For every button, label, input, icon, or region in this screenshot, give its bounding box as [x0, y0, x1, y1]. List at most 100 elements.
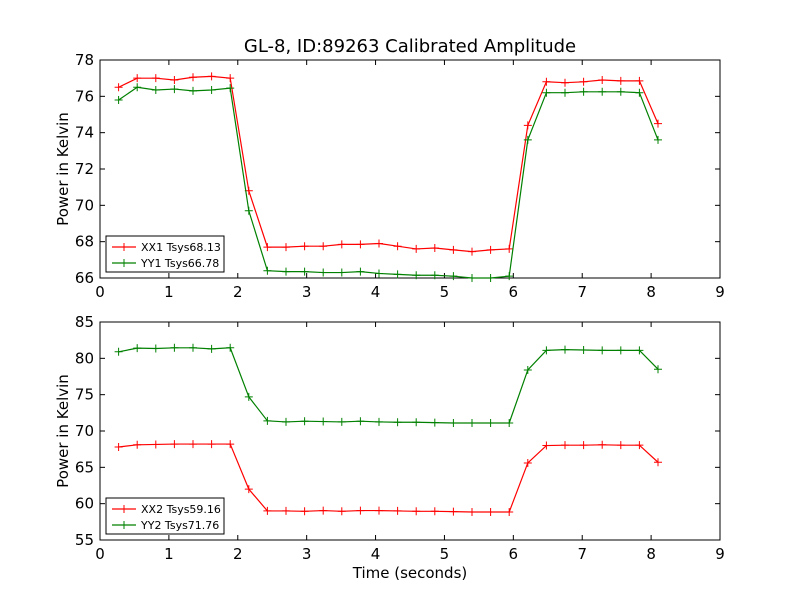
x-tick-label: 7	[577, 545, 587, 563]
series-1-point	[151, 74, 160, 83]
series-1-point	[430, 507, 439, 516]
series-2-point	[468, 419, 476, 428]
series-2-point	[226, 84, 235, 93]
series-1-point	[486, 245, 495, 254]
series-1-point	[207, 440, 216, 449]
series-1-point	[189, 73, 197, 82]
legend-entry-label: YY1 Tsys66.78	[140, 257, 219, 270]
series-1-point	[654, 458, 662, 467]
series-1-point	[561, 441, 569, 450]
series-1-point	[393, 506, 402, 515]
x-tick-label: 5	[440, 545, 450, 563]
series-2-point	[579, 87, 588, 96]
series-2-point	[542, 346, 551, 355]
series-1-point	[542, 77, 551, 86]
series-1-point	[170, 75, 179, 84]
series-1-point	[468, 247, 476, 256]
x-tick-label: 3	[302, 545, 312, 563]
x-tick-label: 8	[646, 283, 656, 301]
series-2-point	[449, 419, 458, 428]
y-tick-label: 75	[75, 386, 94, 404]
series-1-point	[263, 243, 272, 252]
y-tick-label: 74	[75, 124, 94, 142]
series-2-point	[151, 85, 160, 94]
legend-entry-label: XX2 Tsys59.16	[141, 503, 221, 516]
x-tick-label: 5	[440, 283, 450, 301]
y-tick-label: 70	[75, 422, 94, 440]
y-tick-label: 68	[75, 233, 94, 251]
x-tick-label: 9	[715, 545, 725, 563]
series-2-point	[393, 418, 402, 427]
x-tick-label: 9	[715, 283, 725, 301]
x-tick-label: 4	[371, 545, 381, 563]
series-1-point	[505, 508, 514, 517]
series-1-point	[598, 440, 607, 449]
series-2-point	[616, 346, 625, 355]
x-axis-label: Time (seconds)	[352, 564, 468, 582]
legend-entry-label: XX1 Tsys68.13	[141, 241, 221, 254]
series-2-point	[263, 416, 272, 425]
series-2-point	[542, 88, 551, 97]
series-2-point	[337, 417, 346, 426]
y-tick-label: 72	[75, 160, 94, 178]
series-1-point	[561, 78, 569, 87]
series-1-point	[505, 244, 514, 253]
series-2-point	[133, 344, 142, 353]
series-2-point	[114, 347, 123, 356]
x-tick-label: 3	[302, 283, 312, 301]
x-tick-label: 1	[164, 545, 174, 563]
series-2-point	[654, 365, 662, 374]
series-2-point	[505, 419, 514, 428]
series-2-point	[523, 135, 532, 144]
series-2-point	[523, 365, 532, 374]
series-1-point	[486, 508, 495, 517]
y-tick-label: 78	[75, 51, 94, 69]
x-tick-label: 1	[164, 283, 174, 301]
series-1-point	[114, 442, 123, 451]
series-2-point	[598, 87, 607, 96]
series-2-point	[430, 271, 439, 280]
legend-swatch-marker	[120, 259, 128, 267]
series-1-point	[356, 240, 365, 249]
x-tick-label: 7	[577, 283, 587, 301]
series-1-point	[114, 83, 123, 92]
series-1-point	[412, 244, 421, 253]
series-1-point	[226, 74, 235, 83]
series-1-point	[654, 119, 662, 128]
x-tick-label: 8	[646, 545, 656, 563]
series-2-point	[412, 418, 421, 427]
y-tick-label: 65	[75, 458, 94, 476]
series-1-point	[393, 242, 402, 251]
series-2-point	[151, 344, 160, 353]
series-2-point	[598, 346, 607, 355]
legend-entry-label: YY2 Tsys71.76	[140, 519, 219, 532]
series-2-point	[616, 87, 625, 96]
series-2-point	[244, 392, 253, 401]
series-1-point	[616, 441, 625, 450]
x-tick-label: 2	[233, 283, 243, 301]
series-1-point	[412, 507, 421, 516]
series-2-point	[430, 418, 439, 427]
series-2-point	[226, 343, 235, 352]
series-2-point	[207, 85, 216, 94]
legend-box	[105, 235, 225, 273]
x-tick-label: 0	[95, 283, 105, 301]
series-1-point	[375, 239, 383, 248]
series-2-point	[375, 269, 383, 278]
y-tick-label: 70	[75, 196, 94, 214]
series-1-point	[523, 458, 532, 467]
series-1-point	[207, 72, 216, 81]
x-tick-label: 4	[371, 283, 381, 301]
x-tick-label: 0	[95, 545, 105, 563]
series-2-point	[393, 270, 402, 279]
series-1-point	[151, 440, 160, 449]
legend-swatch-marker	[120, 505, 128, 513]
series-1-point	[319, 242, 328, 251]
series-2-point	[579, 345, 588, 354]
series-1-point	[468, 508, 476, 517]
series-2-point	[561, 345, 569, 354]
series-1-point	[430, 244, 439, 253]
series-1-point	[635, 76, 644, 85]
series-2-point	[375, 417, 383, 426]
series-1-point	[542, 441, 551, 450]
